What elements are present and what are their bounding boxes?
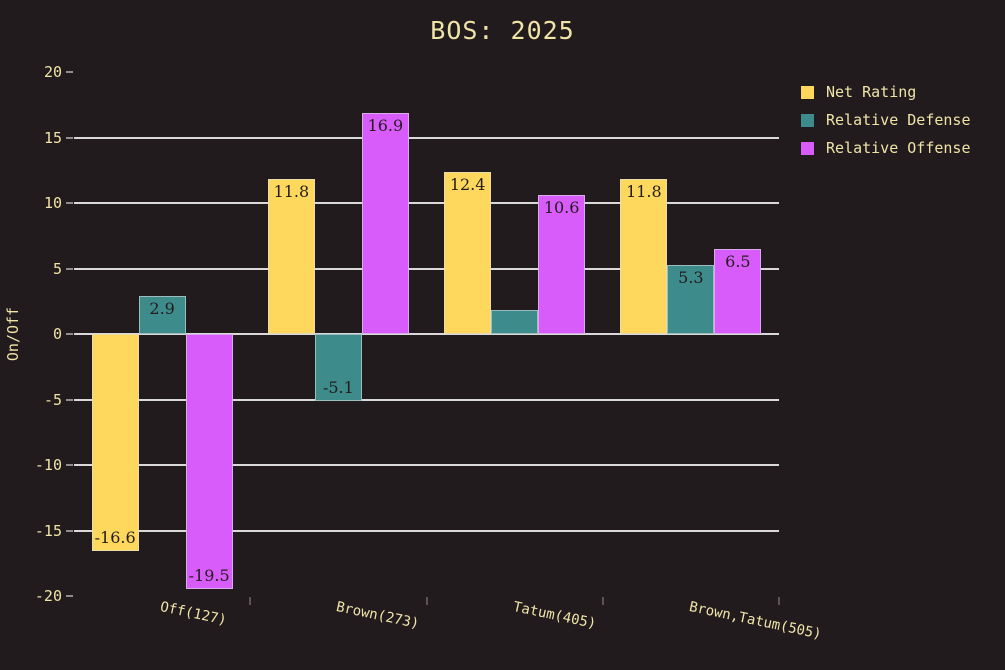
chart-title: BOS: 2025 <box>430 16 575 45</box>
y-tick-label: 0 <box>52 325 62 343</box>
y-tick-mark <box>66 267 73 270</box>
y-tick-mark <box>66 595 73 597</box>
bar-relative-offense-brown-273 <box>361 112 409 334</box>
bar-value-label-relative-defense-brown-tatum-505: 5.3 <box>678 267 704 287</box>
legend-item-relative-offense: Relative Offense <box>801 139 971 157</box>
legend-label: Relative Offense <box>826 139 971 157</box>
y-tick-label: 20 <box>43 63 62 81</box>
bar-relative-offense-brown-tatum-505 <box>714 248 762 334</box>
y-tick-label: -15 <box>34 521 62 540</box>
legend-label: Net Rating <box>826 83 917 101</box>
gridline-y--15 <box>74 529 779 532</box>
bar-net-rating-brown-tatum-505 <box>620 179 668 334</box>
bar-net-rating-tatum-405 <box>444 171 492 334</box>
gridline-y--5 <box>74 398 779 401</box>
x-category-label-off-127: Off(127) <box>158 599 229 629</box>
bar-relative-defense-brown-273 <box>314 334 362 401</box>
y-tick-mark <box>66 202 73 204</box>
gridline-y-5 <box>74 267 779 270</box>
gridline-y--10 <box>74 464 779 466</box>
legend-item-net-rating: Net Rating <box>801 83 971 101</box>
x-tick-mark <box>249 597 252 605</box>
bar-net-rating-brown-273 <box>267 179 315 334</box>
x-tick-mark <box>601 597 604 605</box>
x-tick-mark <box>778 597 780 605</box>
bar-relative-defense-brown-tatum-505 <box>667 264 715 334</box>
bar-value-label-net-rating-off-127: -16.6 <box>94 528 136 548</box>
legend-swatch-net-rating <box>801 85 814 99</box>
bar-relative-defense-tatum-405 <box>491 310 539 334</box>
y-tick-label: -5 <box>43 390 62 409</box>
bar-relative-offense-tatum-405 <box>538 195 586 334</box>
x-category-label-tatum-405: Tatum(405) <box>511 599 598 633</box>
x-tick-mark <box>425 597 428 605</box>
bar-relative-defense-off-127 <box>138 296 186 334</box>
bar-value-label-relative-offense-brown-273: 16.9 <box>367 115 404 135</box>
bar-value-label-relative-offense-brown-tatum-505: 6.5 <box>725 251 751 271</box>
y-tick-label: 5 <box>52 259 62 278</box>
gridline-y-0 <box>74 333 779 335</box>
y-tick-label: -20 <box>34 587 62 605</box>
gridline-y-10 <box>74 202 779 204</box>
legend-swatch-relative-defense <box>801 113 814 127</box>
y-tick-mark <box>66 333 73 335</box>
bar-value-label-relative-offense-off-127: -19.5 <box>188 566 230 586</box>
bar-value-label-net-rating-brown-tatum-505: 11.8 <box>626 182 662 202</box>
y-tick-mark <box>66 464 73 466</box>
bar-value-label-relative-defense-off-127: 2.9 <box>149 299 175 318</box>
bar-relative-offense-off-127 <box>185 334 233 590</box>
x-category-label-brown-273: Brown(273) <box>335 599 421 633</box>
bar-value-label-net-rating-brown-273: 11.8 <box>273 182 310 202</box>
bar-value-label-net-rating-tatum-405: 12.4 <box>449 174 486 194</box>
y-tick-mark <box>66 71 73 73</box>
bar-value-label-relative-offense-tatum-405: 10.6 <box>543 198 580 218</box>
y-tick-mark <box>66 136 73 139</box>
gridline-y-15 <box>74 136 779 139</box>
legend: Net Rating Relative Defense Relative Offen… <box>801 83 971 167</box>
y-tick-mark <box>66 529 73 532</box>
bar-net-rating-off-127 <box>91 334 139 552</box>
legend-item-relative-defense: Relative Defense <box>801 111 971 129</box>
y-tick-label: -10 <box>34 456 62 474</box>
bar-value-label-relative-defense-brown-273: -5.1 <box>322 377 354 397</box>
x-category-label-brown-tatum-505: Brown,Tatum(505) <box>687 599 823 643</box>
legend-swatch-relative-offense <box>801 141 814 155</box>
y-tick-mark <box>66 398 73 401</box>
y-tick-label: 10 <box>43 194 62 212</box>
legend-label: Relative Defense <box>826 111 971 129</box>
y-tick-label: 15 <box>43 128 62 147</box>
